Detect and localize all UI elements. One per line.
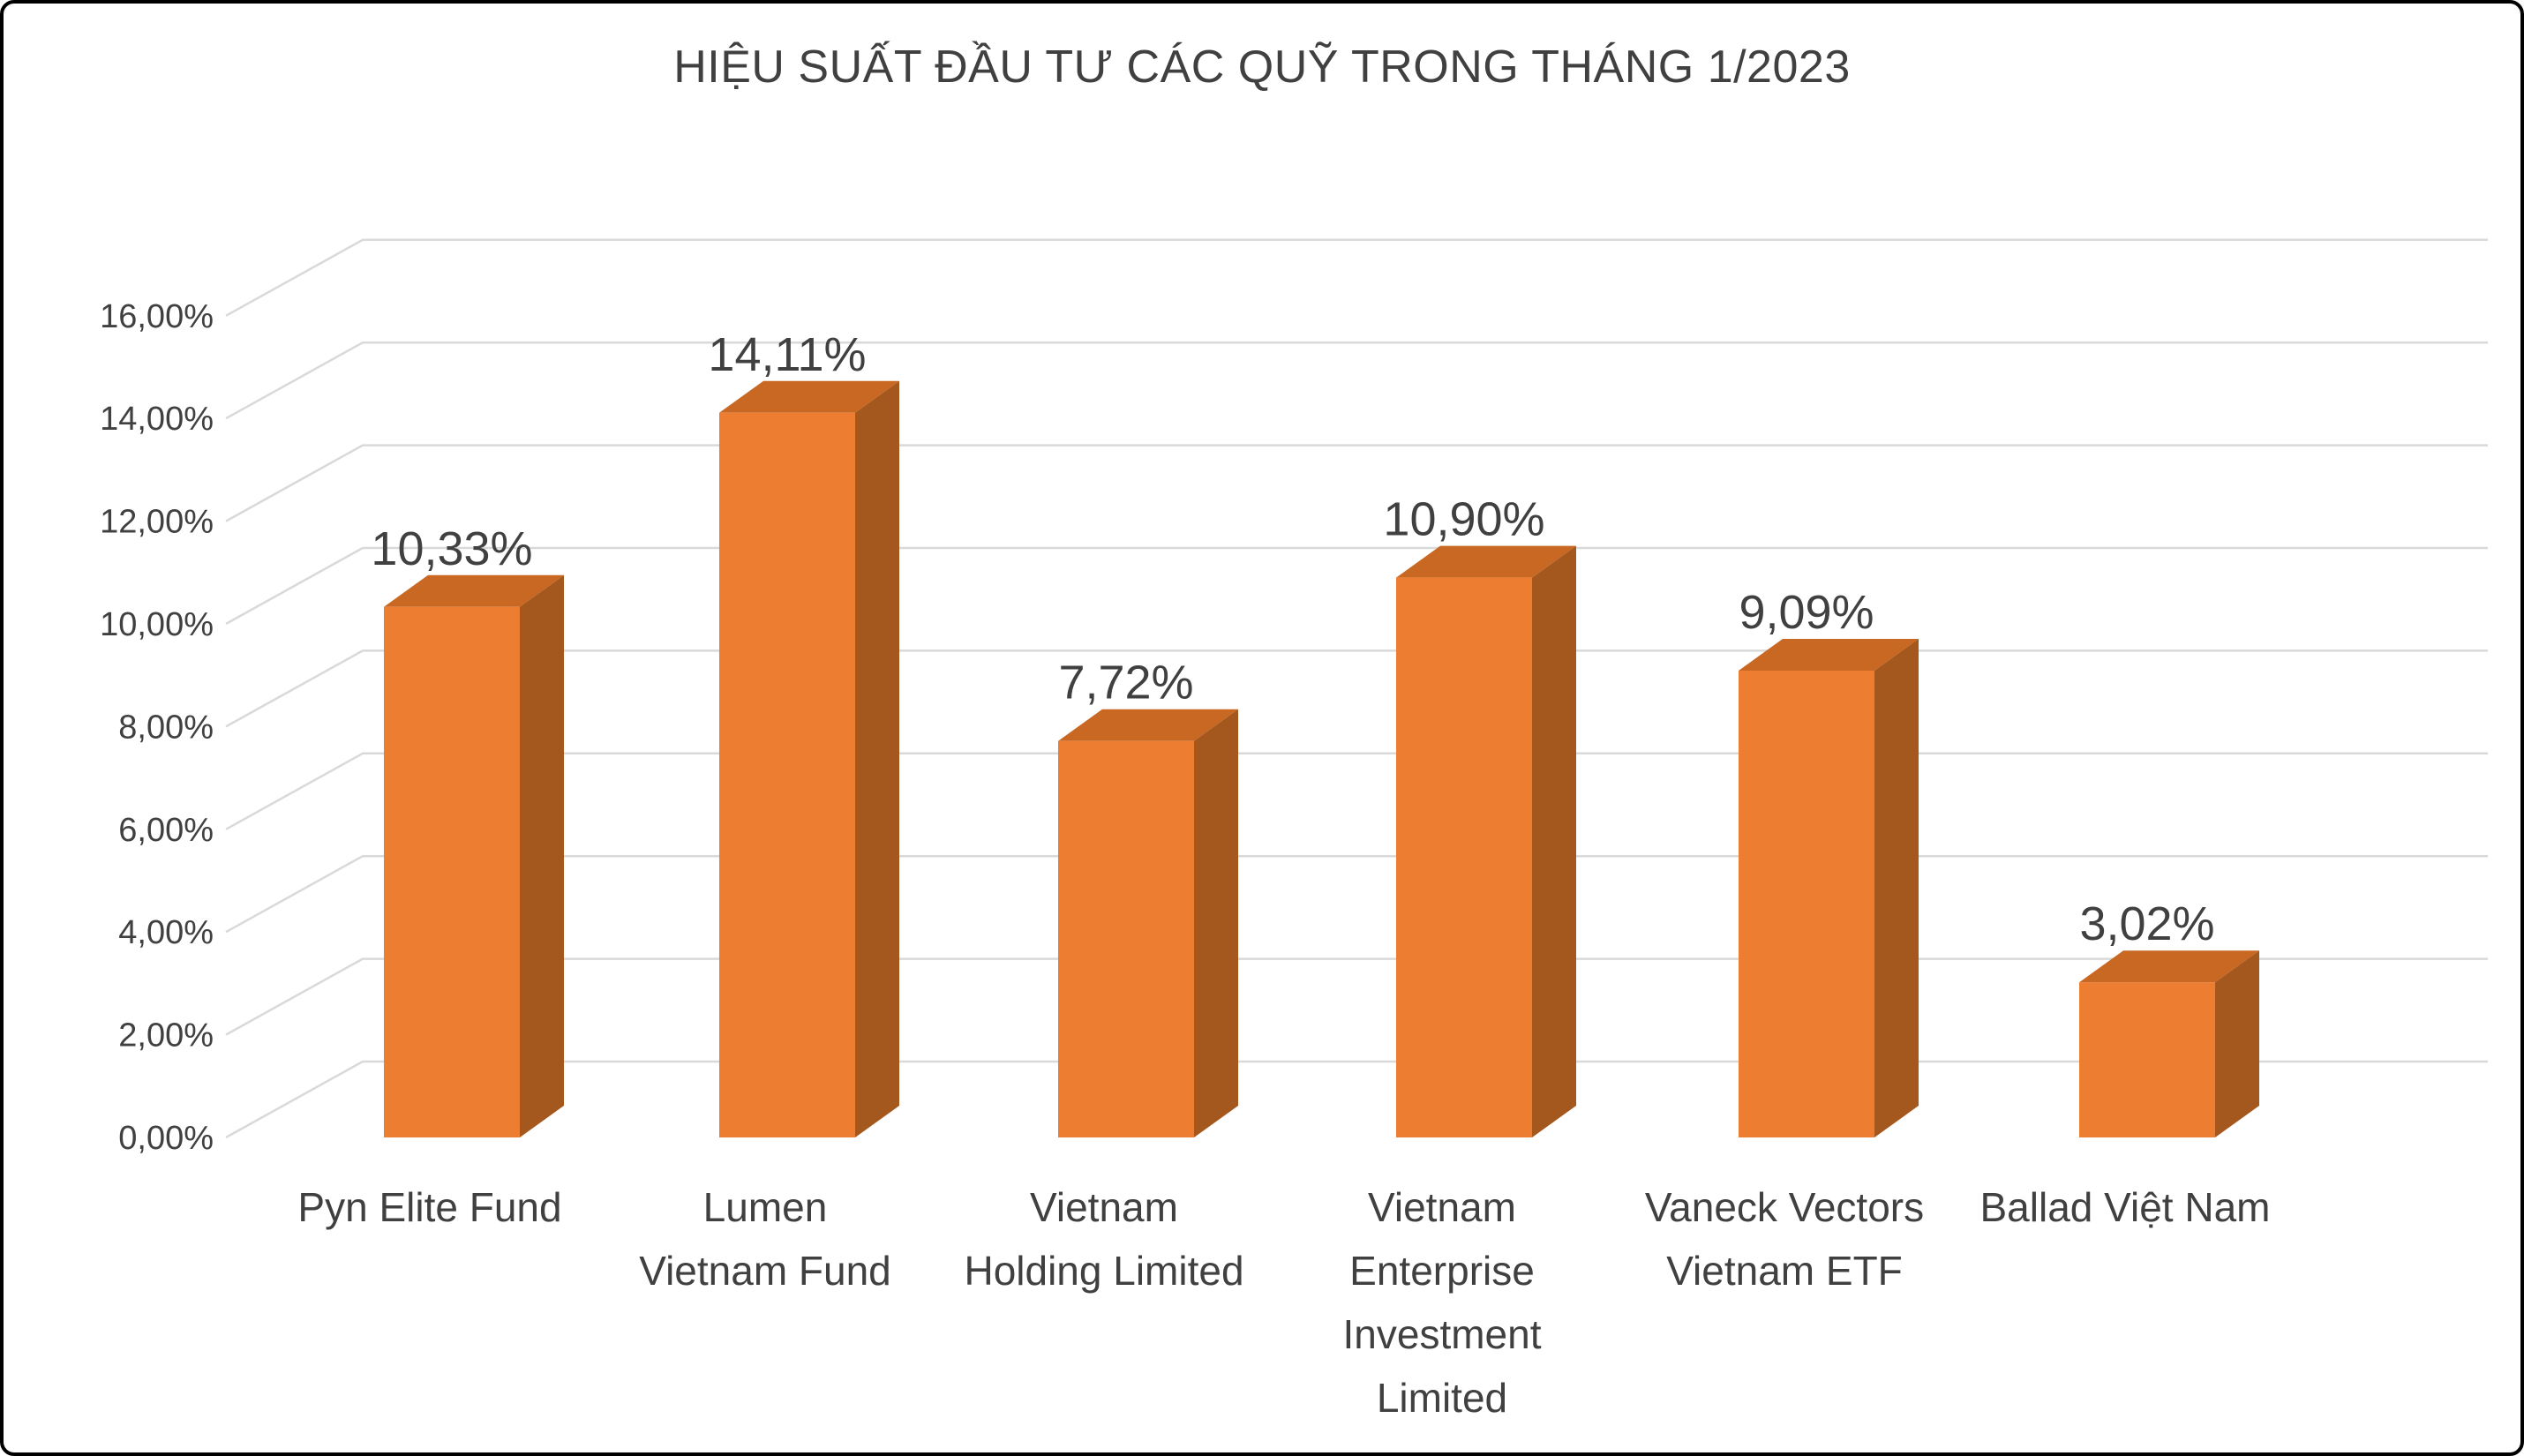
value-label: 14,11% (708, 328, 866, 381)
bar-front-face (1058, 740, 1194, 1137)
bar-group-4: 10,90% Vietnam Enterprise Investment Limited (1343, 493, 1576, 1421)
bar-top-face (2079, 950, 2259, 983)
bar-front-face (719, 412, 855, 1138)
bar-front-face (384, 606, 520, 1137)
category-label: Vietnam Fund (639, 1248, 891, 1294)
category-label: Limited (1377, 1375, 1507, 1421)
y-tick-label: 0,00% (118, 1120, 214, 1157)
bar-side-face (855, 380, 899, 1138)
category-label: Enterprise (1349, 1248, 1535, 1294)
bar-group-5: 9,09% Vaneck Vectors Vietnam ETF (1645, 586, 1924, 1294)
bar-front-face (1739, 670, 1874, 1137)
bar-side-face (1194, 709, 1238, 1137)
bar-top-face (1396, 545, 1576, 578)
bar-top-face (384, 574, 564, 607)
bar-side-face (1874, 638, 1919, 1137)
gridline (225, 546, 2488, 626)
value-label: 7,72% (1058, 657, 1193, 709)
category-label: Pyn Elite Fund (297, 1184, 561, 1230)
bar-group-6: 3,02% Ballad Việt Nam (1980, 897, 2271, 1230)
bar-group-1: 10,33% Pyn Elite Fund (297, 522, 564, 1230)
gridline (225, 238, 2488, 317)
y-tick-label: 8,00% (118, 709, 214, 746)
y-tick-label: 14,00% (100, 401, 214, 438)
bar-top-face (719, 380, 899, 413)
value-label: 10,33% (371, 522, 532, 575)
value-label: 3,02% (2079, 897, 2214, 950)
y-tick-label: 4,00% (118, 914, 214, 951)
y-tick-label: 6,00% (118, 812, 214, 849)
category-label: Holding Limited (964, 1248, 1243, 1294)
gridline (225, 341, 2488, 420)
value-label: 9,09% (1739, 586, 1874, 639)
gridline (225, 752, 2488, 830)
category-label: Investment (1343, 1311, 1542, 1357)
bar-top-face (1058, 709, 1238, 741)
y-tick-label: 16,00% (100, 298, 214, 335)
value-label: 10,90% (1383, 493, 1544, 546)
bar-group-2: 14,11% Lumen Vietnam Fund (639, 328, 899, 1294)
y-tick-label: 10,00% (100, 606, 214, 643)
category-label: Ballad Việt Nam (1980, 1184, 2271, 1230)
y-tick-label: 12,00% (100, 504, 214, 541)
bar-side-face (520, 574, 564, 1137)
category-label: Vietnam ETF (1666, 1248, 1903, 1294)
chart-title: HIỆU SUẤT ĐẦU TƯ CÁC QUỸ TRONG THÁNG 1/2… (673, 41, 1851, 93)
bar-side-face (1532, 545, 1576, 1137)
bar-side-face (2215, 950, 2259, 1137)
category-label: Lumen (703, 1184, 828, 1230)
category-label: Vaneck Vectors (1645, 1184, 1924, 1230)
category-label: Vietnam (1368, 1184, 1516, 1230)
bar-front-face (2079, 982, 2215, 1137)
gridline (225, 649, 2488, 728)
y-tick-label: 2,00% (118, 1017, 214, 1054)
category-label: Vietnam (1030, 1184, 1178, 1230)
gridline (225, 444, 2488, 522)
3d-bar-chart: 0,00% 2,00% 4,00% 6,00% 8,00% 10,00% 12,00% 14,… (100, 238, 2488, 1421)
bar-group-3: 7,72% Vietnam Holding Limited (964, 657, 1243, 1294)
bar-top-face (1739, 638, 1919, 671)
bar-front-face (1396, 577, 1532, 1137)
